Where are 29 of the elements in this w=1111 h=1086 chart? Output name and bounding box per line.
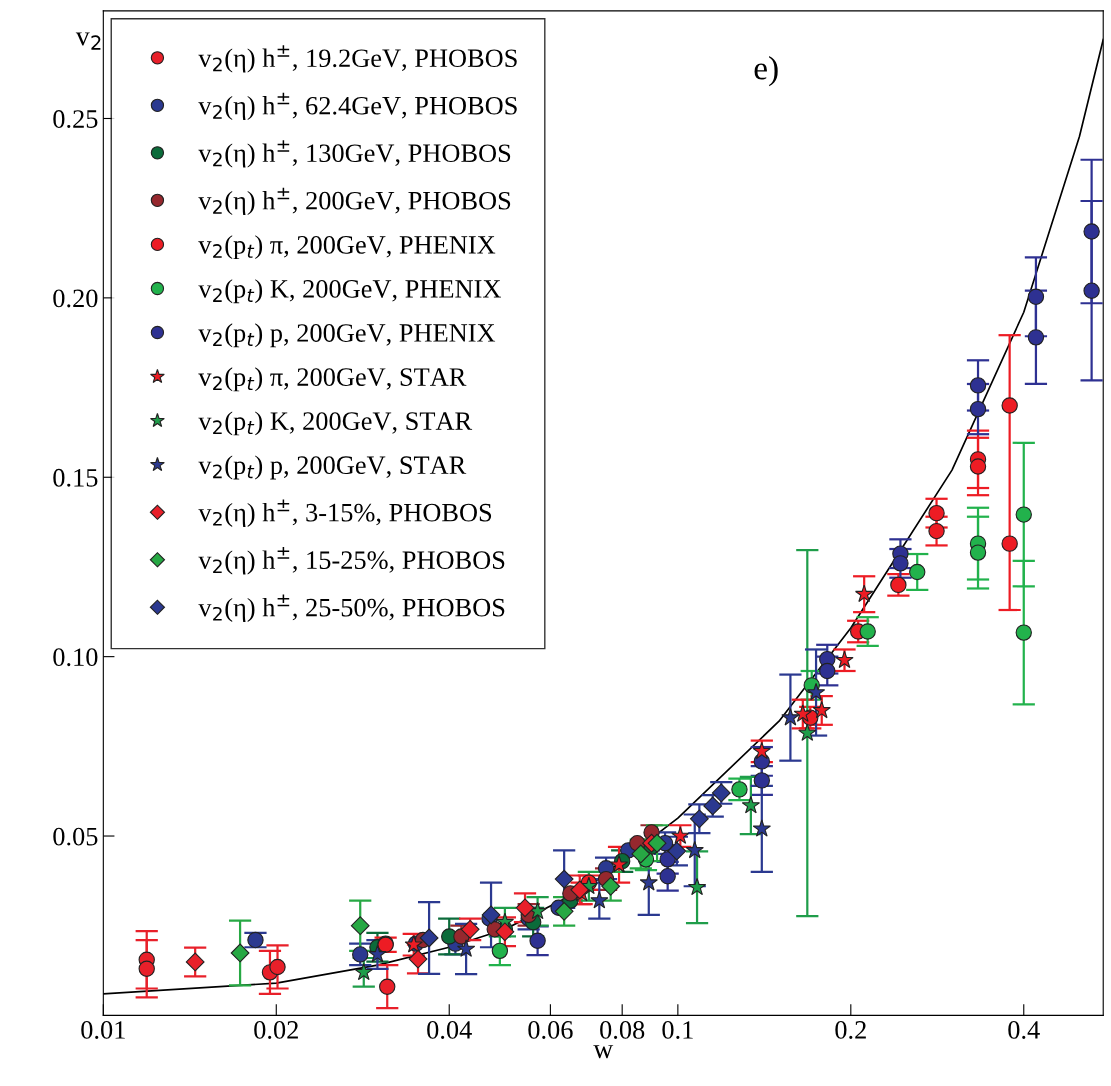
y-tick-label: 0.25 [53,110,98,129]
legend-label: v$_{2}$(p$_{t}$) p, 200GeV, STAR [198,455,467,480]
x-tick-label: 0.02 [254,1021,298,1039]
legend-label: v$_{2}$(η) h$^{±}$, 3-15%, PHOBOS [198,499,492,527]
annotation: e) [754,56,778,87]
legend-label: v$_{2}$(η) h$^{±}$, 200GeV, PHOBOS [198,187,511,215]
legend-label: v$_{2}$(p$_{t}$) p, 200GeV, PHENIX [198,323,496,348]
legend-label: v$_{2}$(η) h$^{±}$, 62.4GeV, PHOBOS [198,92,517,120]
legend-label: v$_{2}$(η) h$^{±}$, 15-25%, PHOBOS [198,547,505,575]
y-tick-label: 0.15 [53,468,98,487]
x-tick-label: 0.08 [600,1021,645,1039]
x-tick-label: 0.04 [427,1021,472,1039]
x-tick-label: 0.01 [81,1021,125,1039]
legend-label: v$_{2}$(p$_{t}$) K, 200GeV, PHENIX [198,279,501,304]
x-tick-label: 0.4 [1008,1021,1040,1039]
y-tick-label: 0.10 [53,648,98,667]
legend-label: v$_{2}$(p$_{t}$) π, 200GeV, STAR [198,367,467,392]
x-tick-label: 0.2 [835,1021,866,1039]
x-tick-label: 0.1 [662,1021,693,1039]
legend-label: v$_{2}$(p$_{t}$) π, 200GeV, PHENIX [198,235,496,260]
legend-label: v$_{2}$(η) h$^{±}$, 130GeV, PHOBOS [198,140,511,168]
legend-label: v$_{2}$(η) h$^{±}$, 25-50%, PHOBOS [198,594,505,622]
y-axis-title: v$_{2}$ [75,32,101,50]
legend-label: v$_{2}$(η) h$^{±}$, 19.2GeV, PHOBOS [198,45,517,73]
x-tick-label: 0.06 [528,1021,573,1039]
x-axis-title: w [593,1045,614,1059]
y-tick-label: 0.05 [53,827,98,846]
legend-label: v$_{2}$(p$_{t}$) K, 200GeV, STAR [198,411,473,436]
y-tick-label: 0.20 [53,289,98,308]
